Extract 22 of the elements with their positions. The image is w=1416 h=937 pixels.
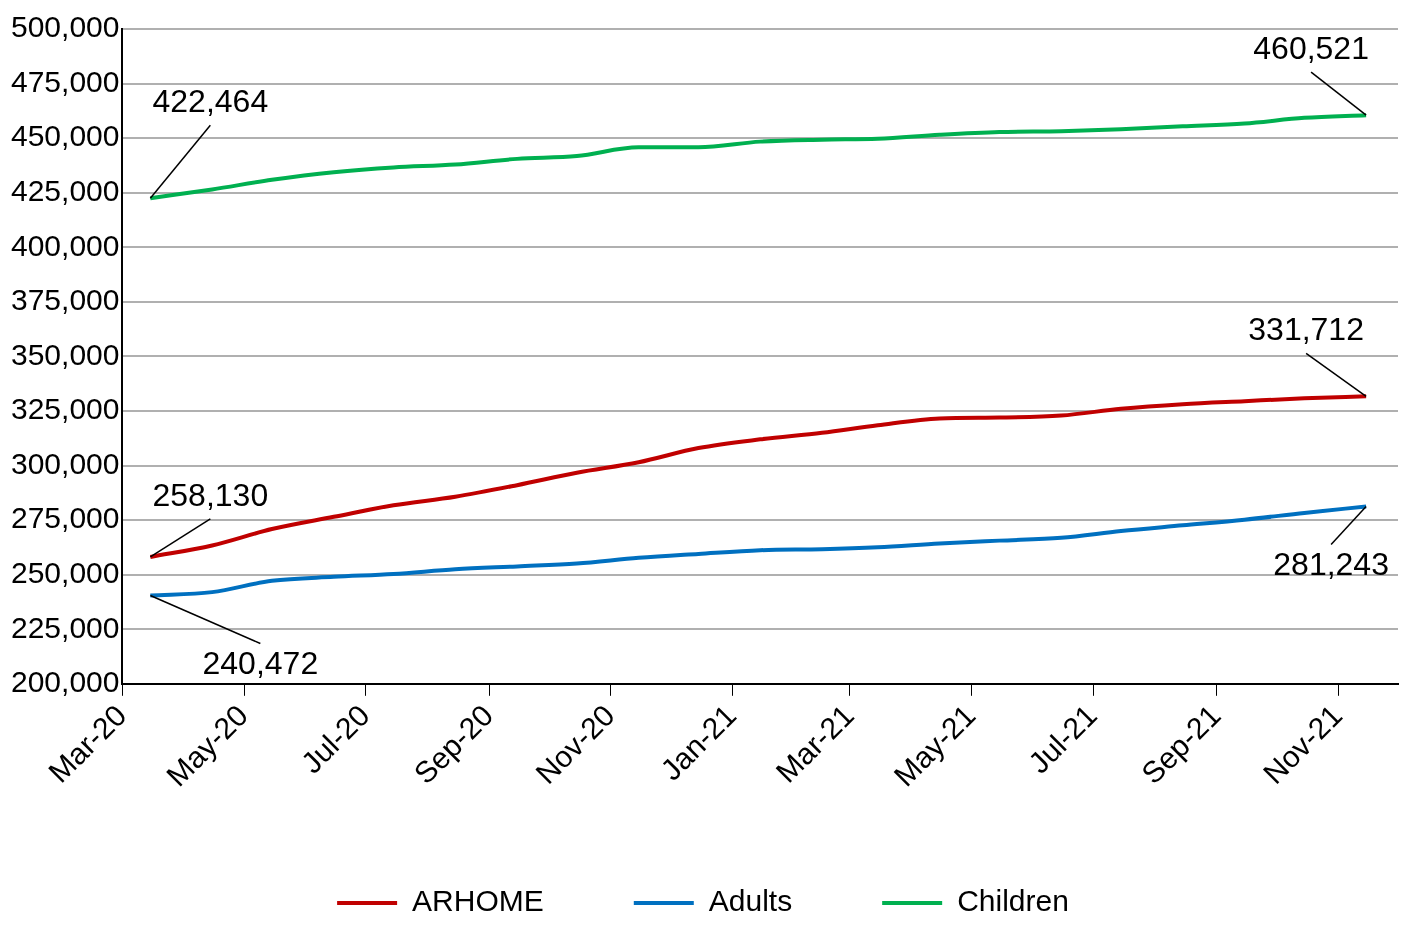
y-tick-label: 375,000 <box>10 283 120 317</box>
annotation: 331,712 <box>1248 311 1364 348</box>
annotation: 422,464 <box>152 83 269 120</box>
y-tick-label: 400,000 <box>10 228 120 262</box>
legend-label: Adults <box>708 884 793 918</box>
y-tick-label: 350,000 <box>10 337 120 371</box>
y-tick-label: 475,000 <box>10 64 120 98</box>
annotation: 460,521 <box>1253 30 1369 66</box>
legend-label: ARHOME <box>412 884 544 918</box>
y-tick-label: 275,000 <box>10 501 120 535</box>
y-tick-label: 325,000 <box>10 392 120 426</box>
y-tick-label: 500,000 <box>10 10 120 44</box>
y-tick-label: 250,000 <box>10 555 120 589</box>
y-tick-label: 425,000 <box>10 173 120 207</box>
annotation: 240,472 <box>202 645 319 682</box>
annotation: 281,243 <box>1273 546 1389 583</box>
y-tick-label: 200,000 <box>10 665 120 699</box>
legend-label: Children <box>957 884 1069 918</box>
y-tick-label: 225,000 <box>10 610 120 644</box>
y-tick-label: 300,000 <box>10 446 120 480</box>
y-tick-label: 450,000 <box>10 119 120 153</box>
annotation: 258,130 <box>152 476 269 513</box>
